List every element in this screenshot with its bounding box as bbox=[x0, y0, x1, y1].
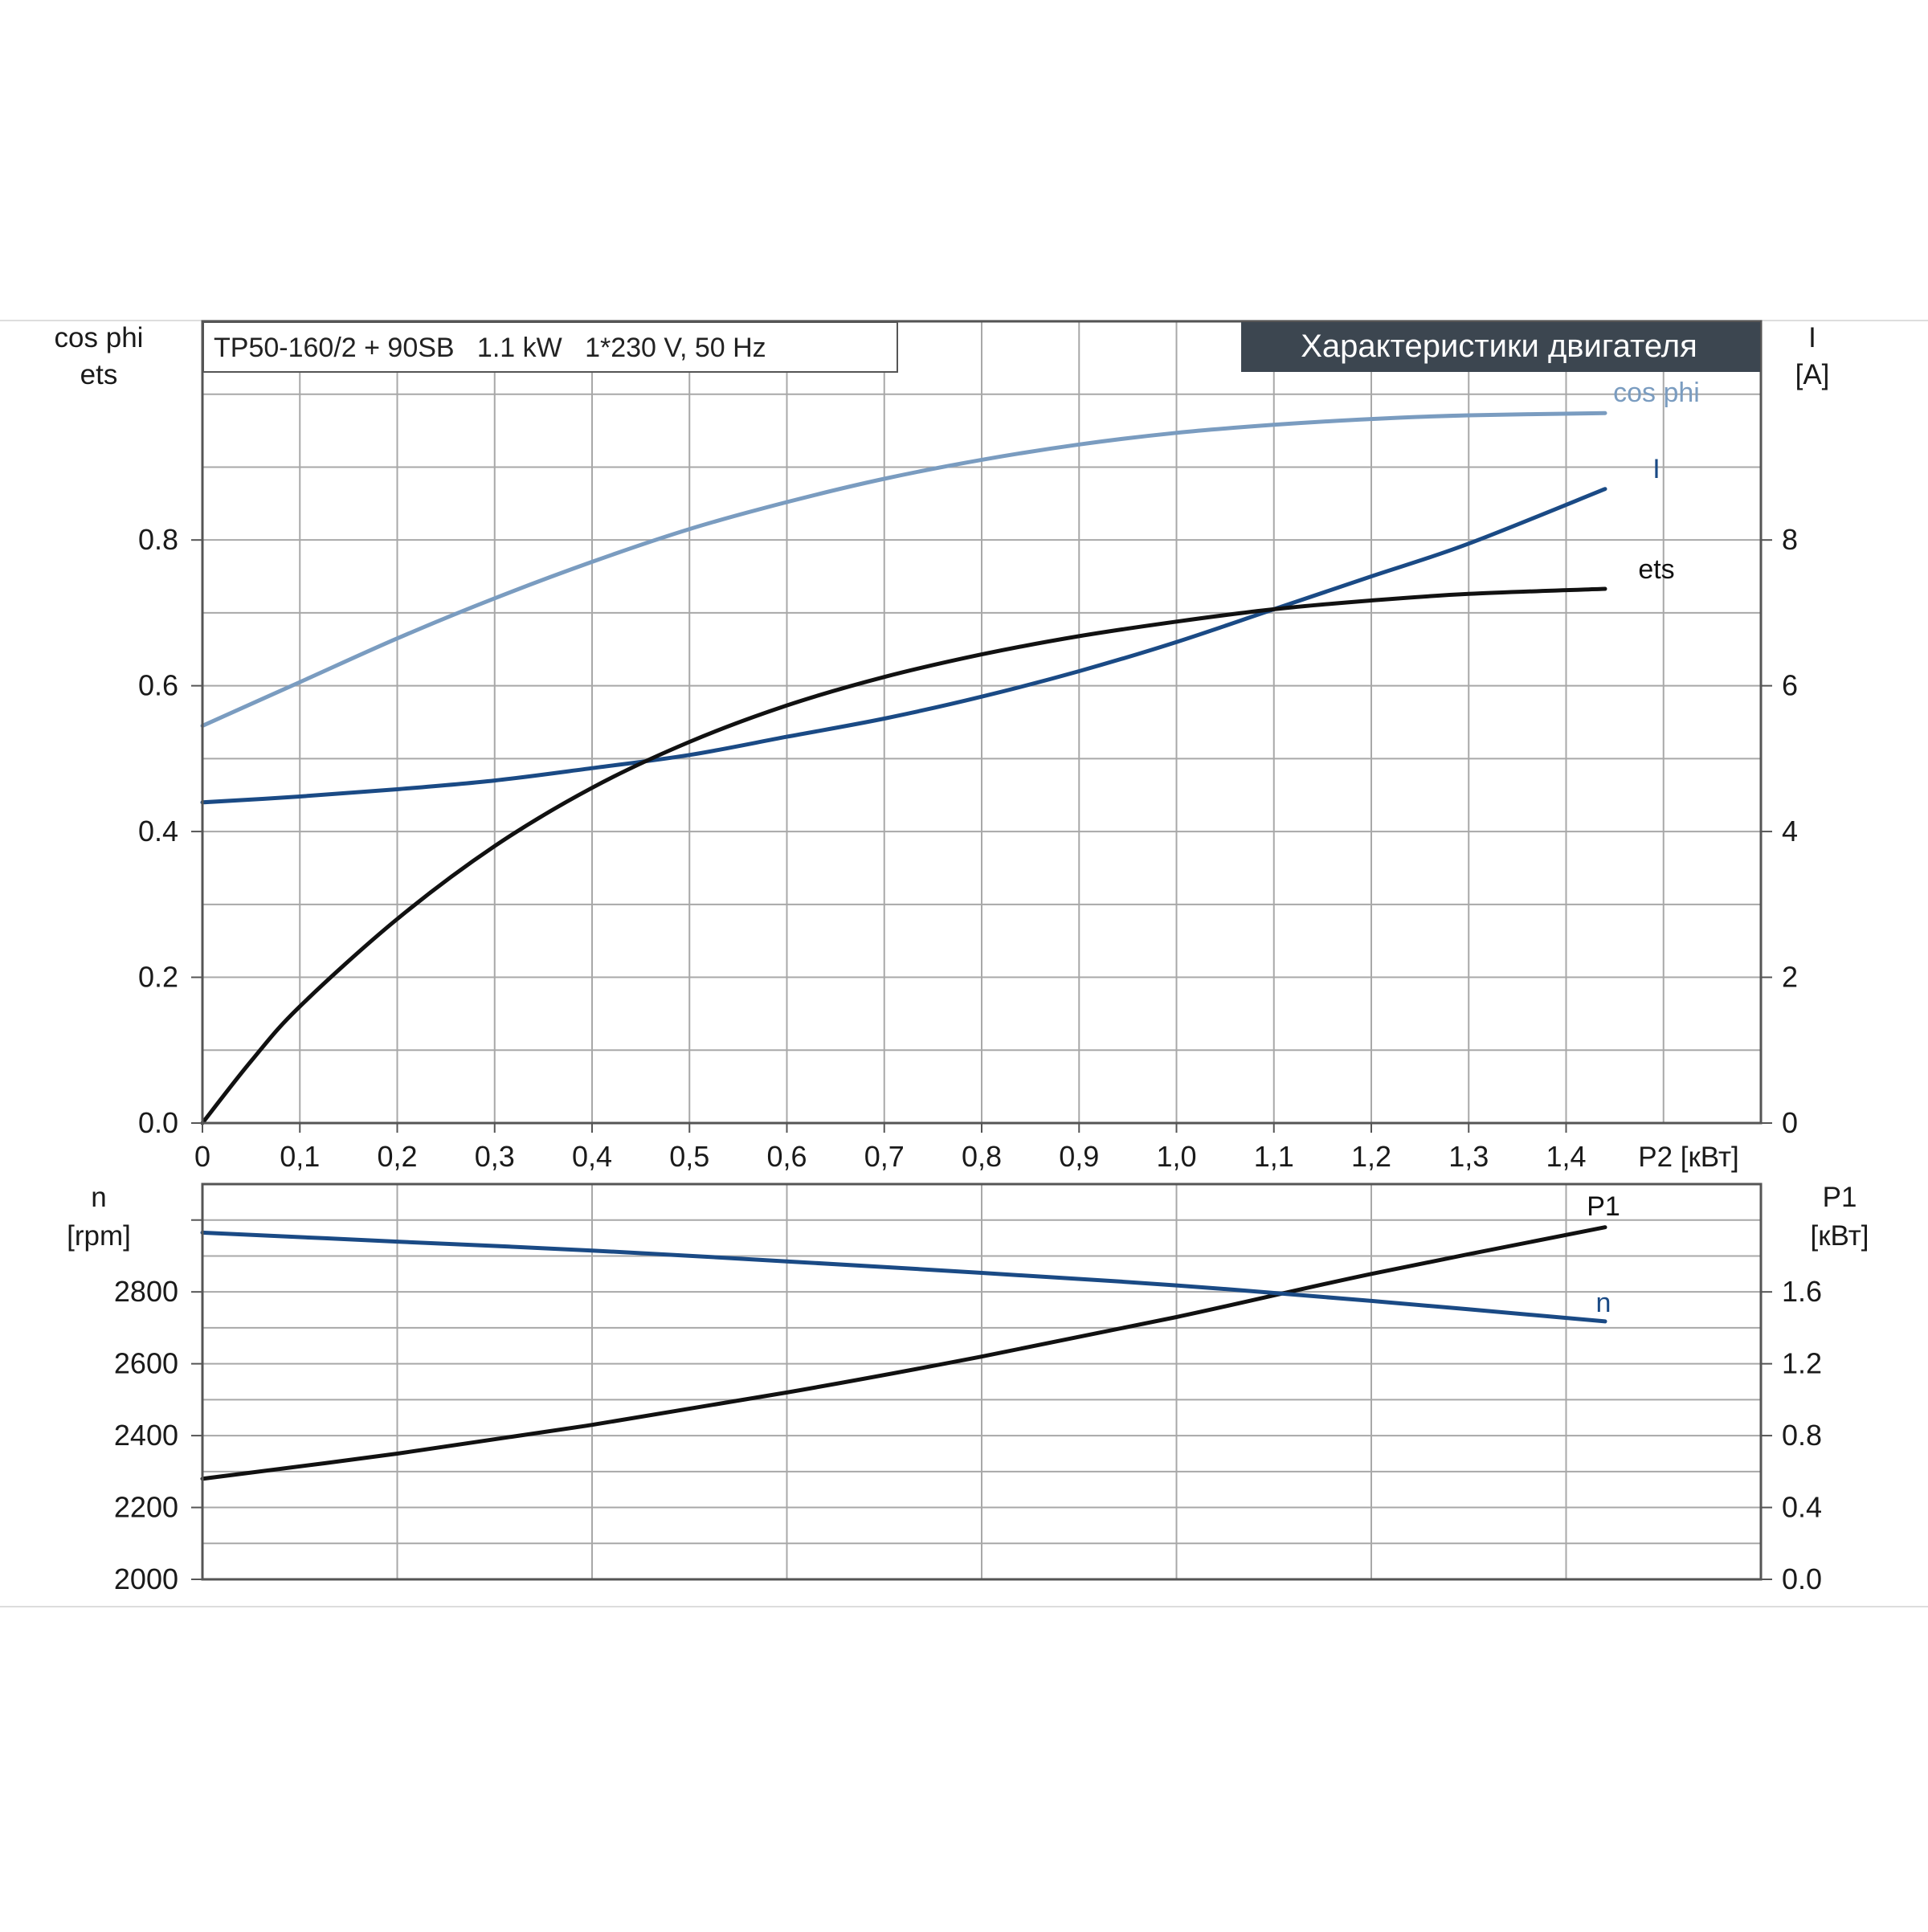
right-tick-label: 0.4 bbox=[1782, 1491, 1822, 1524]
model-label-box bbox=[202, 321, 898, 373]
lower-chart-tick-labels: 2000 2200 2400 2600 2800 0.0 0.4 0.8 1.2 1.6 bbox=[114, 1219, 1822, 1595]
model-label: TP50-160/2 + 90SB 1.1 kW 1*230 V, 50 Hz bbox=[214, 333, 766, 363]
input-power-curve-label: P1 bbox=[1587, 1191, 1620, 1222]
lower-chart-gridlines bbox=[202, 1184, 1761, 1579]
upper-chart-series bbox=[200, 410, 1607, 1125]
left-tick-label: 2200 bbox=[114, 1491, 178, 1524]
chart-title-box bbox=[1241, 322, 1760, 372]
x-tick-label: 0,8 bbox=[962, 1140, 1002, 1173]
cos-phi-curve-label: cos phi bbox=[1613, 378, 1700, 408]
i-series-line bbox=[200, 487, 1607, 805]
left-tick-label: 0.0 bbox=[138, 1106, 178, 1139]
left-tick-label: 2800 bbox=[114, 1275, 178, 1308]
x-tick-label: 0 bbox=[194, 1140, 210, 1173]
x-tick-label: 0,7 bbox=[864, 1140, 905, 1173]
x-tick-label: 0,5 bbox=[669, 1140, 709, 1173]
right-tick-label: 4 bbox=[1782, 815, 1798, 848]
right-tick-label: 1.2 bbox=[1782, 1347, 1822, 1380]
lower-chart-series bbox=[200, 1225, 1607, 1481]
upper-right-axis-label-line1: I bbox=[1808, 322, 1816, 353]
lower-left-axis-label-line1: n bbox=[91, 1182, 106, 1213]
left-tick-label: 0.6 bbox=[138, 669, 178, 702]
left-tick-label: 0.8 bbox=[138, 523, 178, 556]
right-tick-label: 2 bbox=[1782, 961, 1798, 994]
lower-left-axis-label-line2: [rpm] bbox=[67, 1220, 131, 1252]
right-tick-label: 8 bbox=[1782, 523, 1798, 556]
x-axis-label: P2 [кВт] bbox=[1638, 1142, 1739, 1173]
x-tick-label: 0,3 bbox=[475, 1140, 515, 1173]
lower-chart-frame bbox=[201, 1182, 1763, 1581]
upper-chart-frame bbox=[201, 320, 1763, 1125]
speed-curve-label: n bbox=[1596, 1288, 1611, 1318]
current-curve-label: I bbox=[1652, 454, 1660, 484]
x-tick-label: 0,1 bbox=[280, 1140, 320, 1173]
lower-right-axis-label-line1: P1 bbox=[1823, 1182, 1857, 1213]
chart-title: Характеристики двигателя bbox=[1301, 329, 1697, 364]
left-tick-label: 2600 bbox=[114, 1347, 178, 1380]
x-tick-label: 1,4 bbox=[1546, 1140, 1586, 1173]
x-tick-label: 1,2 bbox=[1351, 1140, 1391, 1173]
left-tick-label: 0.4 bbox=[138, 815, 178, 848]
x-tick-label: 1,3 bbox=[1448, 1140, 1489, 1173]
left-tick-label: 0.2 bbox=[138, 961, 178, 994]
x-tick-label: 1,1 bbox=[1254, 1140, 1294, 1173]
right-tick-label: 0.8 bbox=[1782, 1419, 1822, 1452]
n-series-line bbox=[200, 1230, 1607, 1324]
p1-series-line bbox=[200, 1225, 1607, 1481]
efficiency-curve-label: ets bbox=[1638, 554, 1674, 585]
upper-chart-gridlines bbox=[202, 321, 1761, 1123]
x-tick-label: 0,9 bbox=[1059, 1140, 1099, 1173]
upper-right-axis-label-line2: [A] bbox=[1795, 359, 1830, 390]
upper-chart-tick-labels: 0.0 0.2 0.4 0.6 0.8 0 2 4 6 8 0 0,1 0,2 0,3 0,4 0,5 0,6 0… bbox=[138, 523, 1798, 1173]
right-tick-label: 1.6 bbox=[1782, 1275, 1822, 1308]
upper-left-axis-label-line2: ets bbox=[80, 359, 118, 390]
right-tick-label: 6 bbox=[1782, 669, 1798, 702]
cos-phi-series-line bbox=[200, 410, 1607, 728]
upper-left-axis-label-line1: cos phi bbox=[55, 322, 144, 353]
x-tick-label: 0,6 bbox=[766, 1140, 807, 1173]
x-tick-label: 1,0 bbox=[1156, 1140, 1196, 1173]
x-tick-label: 0,2 bbox=[377, 1140, 417, 1173]
right-tick-label: 0.0 bbox=[1782, 1562, 1822, 1595]
left-tick-label: 2000 bbox=[114, 1562, 178, 1595]
left-tick-label: 2400 bbox=[114, 1419, 178, 1452]
right-tick-label: 0 bbox=[1782, 1106, 1798, 1139]
ets-series-line bbox=[200, 586, 1607, 1125]
x-tick-label: 0,4 bbox=[572, 1140, 612, 1173]
lower-right-axis-label-line2: [кВт] bbox=[1811, 1220, 1869, 1252]
